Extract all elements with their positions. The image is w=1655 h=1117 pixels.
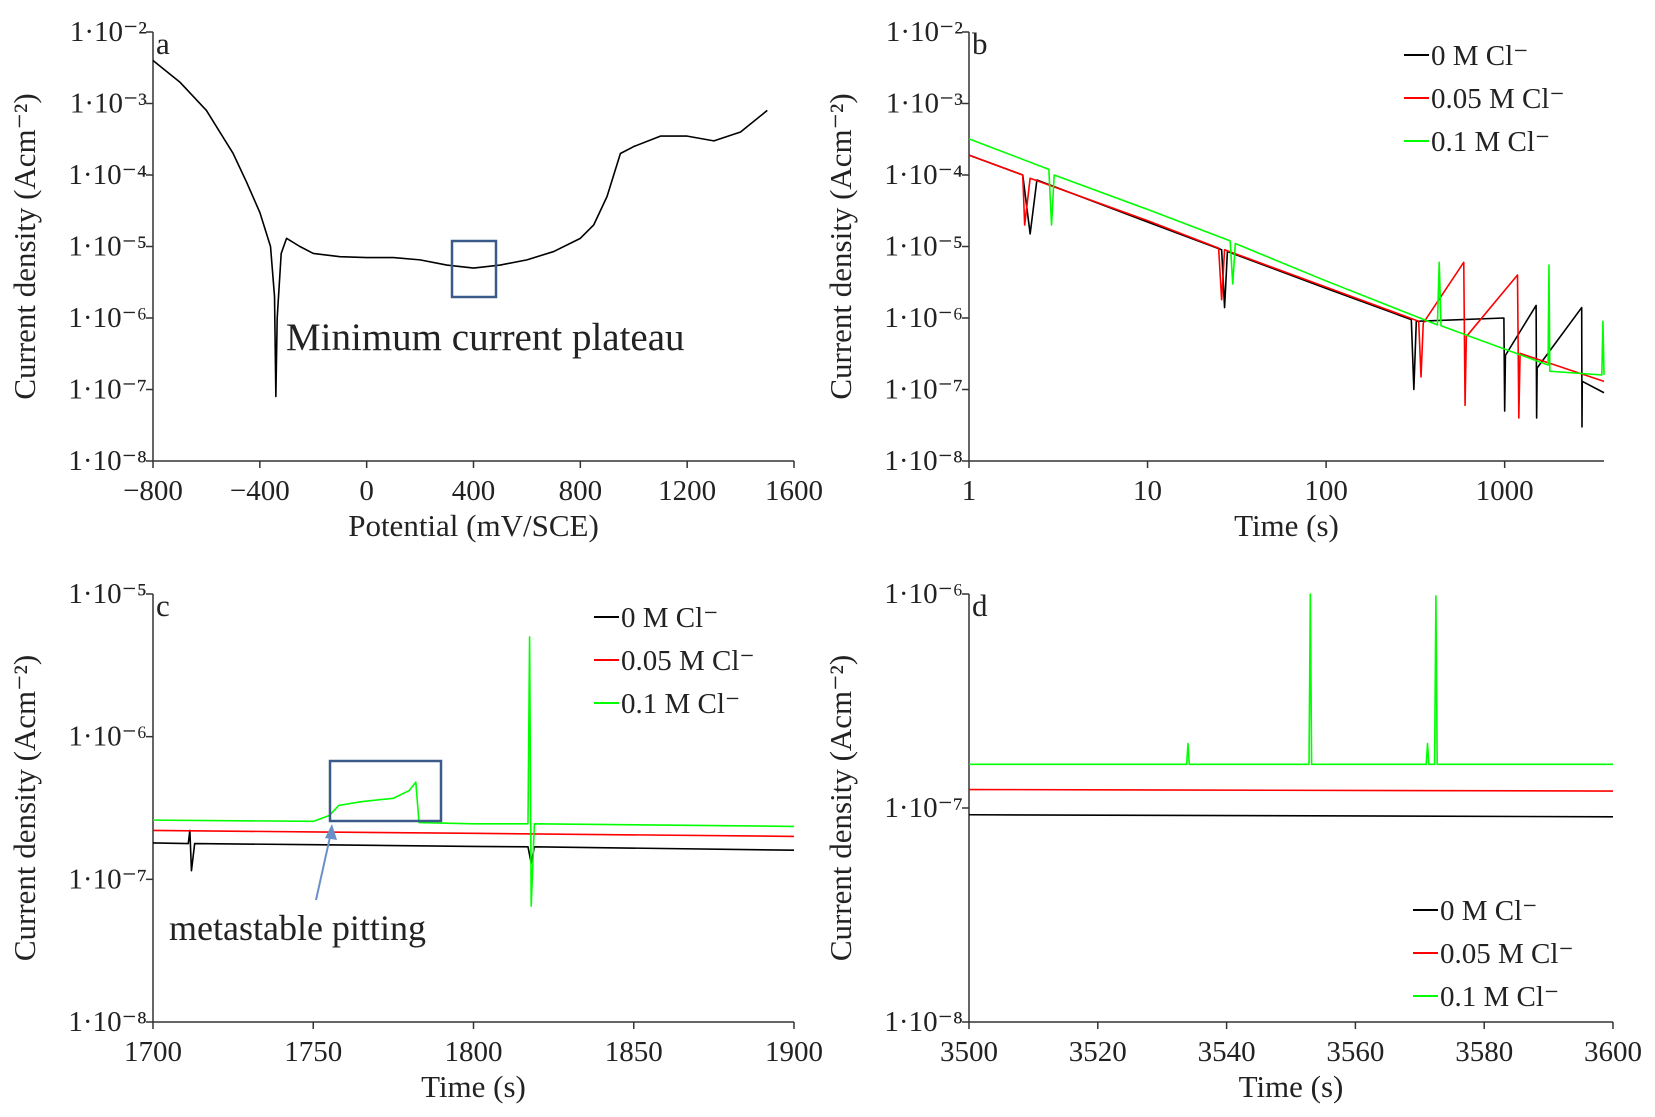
x-tick-label: 1200 bbox=[658, 475, 716, 507]
x-tick-label: 1 bbox=[962, 475, 977, 507]
x-tick-label: 1900 bbox=[765, 1036, 823, 1068]
y-tick-label: 1·10⁻⁵ bbox=[68, 231, 147, 263]
arrow-head bbox=[325, 824, 337, 840]
panel-label: b bbox=[972, 26, 988, 61]
legend-label: 0 M Cl⁻ bbox=[1431, 40, 1529, 72]
x-axis-title: Time (s) bbox=[1234, 508, 1339, 543]
y-tick-label: 1·10⁻⁶ bbox=[884, 578, 963, 610]
y-axis-title: Current density (Acm⁻²) bbox=[823, 93, 858, 399]
x-tick-label: 3500 bbox=[940, 1036, 998, 1068]
y-tick-label: 1·10⁻⁶ bbox=[68, 721, 147, 753]
y-tick-label: 1·10⁻⁸ bbox=[884, 1006, 963, 1038]
y-tick-label: 1·10⁻⁵ bbox=[884, 231, 963, 263]
data-line bbox=[968, 813, 1614, 818]
y-tick-label: 1·10⁻⁸ bbox=[68, 1006, 147, 1038]
annotation: Minimum current plateau bbox=[286, 316, 685, 359]
panel: 1·10⁻⁸ 1·10⁻⁷ 1·10⁻⁶ 1·10⁻⁵ 1700 1750 1800 1850… bbox=[7, 578, 823, 1104]
panel: 1·10⁻⁸ 1·10⁻⁷ 1·10⁻⁶ 1·10⁻⁵ 1·10⁻⁴ 1·10⁻³ 1·10… bbox=[7, 16, 823, 543]
legend-label: 0 M Cl⁻ bbox=[1440, 895, 1538, 927]
y-tick-label: 1·10⁻⁵ bbox=[68, 578, 147, 610]
y-tick-label: 1·10⁻² bbox=[886, 16, 963, 48]
x-tick-label: 1000 bbox=[1476, 475, 1534, 507]
legend-label: 0.1 M Cl⁻ bbox=[1431, 126, 1550, 158]
y-axis-title: Current density (Acm⁻²) bbox=[7, 93, 42, 399]
annotation-arrow bbox=[315, 827, 333, 901]
x-axis-title: Time (s) bbox=[1239, 1069, 1344, 1104]
y-tick-label: 1·10⁻⁴ bbox=[68, 159, 147, 191]
x-tick-label: 3580 bbox=[1455, 1036, 1513, 1068]
data-line bbox=[152, 636, 795, 907]
panel-label: a bbox=[156, 26, 170, 61]
x-tick-label: 1850 bbox=[605, 1036, 663, 1068]
y-tick-label: 1·10⁻⁸ bbox=[884, 445, 963, 477]
x-axis-title: Time (s) bbox=[421, 1069, 526, 1104]
data-line bbox=[968, 154, 1605, 419]
legend-label: 0 M Cl⁻ bbox=[621, 602, 719, 634]
data-line bbox=[968, 138, 1605, 376]
data-line bbox=[152, 829, 795, 838]
data-line bbox=[152, 59, 768, 398]
x-tick-label: 10 bbox=[1133, 475, 1162, 507]
annotation-box bbox=[450, 239, 498, 299]
y-tick-label: 1·10⁻⁷ bbox=[884, 374, 963, 406]
panel: 1·10⁻⁸ 1·10⁻⁷ 1·10⁻⁶ 1·10⁻⁵ 1·10⁻⁴ 1·10⁻³ 1·10… bbox=[823, 16, 1605, 543]
x-tick-label: 1800 bbox=[445, 1036, 503, 1068]
x-tick-label: 0 bbox=[359, 475, 374, 507]
data-line bbox=[969, 593, 1613, 766]
y-tick-label: 1·10⁻⁸ bbox=[68, 445, 147, 477]
x-tick-label: 400 bbox=[452, 475, 496, 507]
y-tick-label: 1·10⁻⁶ bbox=[884, 302, 963, 334]
legend-label: 0.05 M Cl⁻ bbox=[621, 645, 755, 677]
x-tick-label: 3600 bbox=[1584, 1036, 1642, 1068]
y-tick-label: 1·10⁻⁶ bbox=[68, 302, 147, 334]
annotation: metastable pitting bbox=[169, 908, 426, 948]
x-tick-label: 3560 bbox=[1326, 1036, 1384, 1068]
x-tick-label: 3520 bbox=[1069, 1036, 1127, 1068]
y-tick-label: 1·10⁻⁷ bbox=[68, 863, 147, 895]
panel-label: d bbox=[972, 588, 988, 623]
legend-label: 0.1 M Cl⁻ bbox=[1440, 981, 1559, 1013]
y-tick-label: 1·10⁻² bbox=[70, 16, 147, 48]
data-line bbox=[152, 829, 795, 872]
legend-label: 0.05 M Cl⁻ bbox=[1440, 938, 1574, 970]
y-axis-title: Current density (Acm⁻²) bbox=[7, 655, 42, 961]
y-tick-label: 1·10⁻⁷ bbox=[884, 792, 963, 824]
y-tick-label: 1·10⁻⁷ bbox=[68, 374, 147, 406]
x-axis-title: Potential (mV/SCE) bbox=[348, 508, 599, 543]
panel: 1·10⁻⁸ 1·10⁻⁷ 1·10⁻⁶ 3500 3520 3540 3560 3580 36… bbox=[823, 578, 1642, 1104]
x-tick-label: 3540 bbox=[1198, 1036, 1256, 1068]
annotation-box bbox=[328, 759, 443, 823]
legend-label: 0.05 M Cl⁻ bbox=[1431, 83, 1565, 115]
data-line bbox=[968, 788, 1614, 792]
y-tick-label: 1·10⁻³ bbox=[886, 88, 963, 120]
y-tick-label: 1·10⁻⁴ bbox=[884, 159, 963, 191]
legend-label: 0.1 M Cl⁻ bbox=[621, 688, 740, 720]
y-axis-title: Current density (Acm⁻²) bbox=[823, 655, 858, 961]
x-tick-label: −400 bbox=[230, 475, 290, 507]
x-tick-label: −800 bbox=[123, 475, 183, 507]
y-tick-label: 1·10⁻³ bbox=[70, 88, 147, 120]
data-line bbox=[968, 154, 1605, 428]
x-tick-label: 1700 bbox=[124, 1036, 182, 1068]
panel-label: c bbox=[156, 588, 170, 623]
x-tick-label: 1750 bbox=[284, 1036, 342, 1068]
x-tick-label: 100 bbox=[1304, 475, 1348, 507]
x-tick-label: 800 bbox=[559, 475, 603, 507]
x-tick-label: 1600 bbox=[765, 475, 823, 507]
